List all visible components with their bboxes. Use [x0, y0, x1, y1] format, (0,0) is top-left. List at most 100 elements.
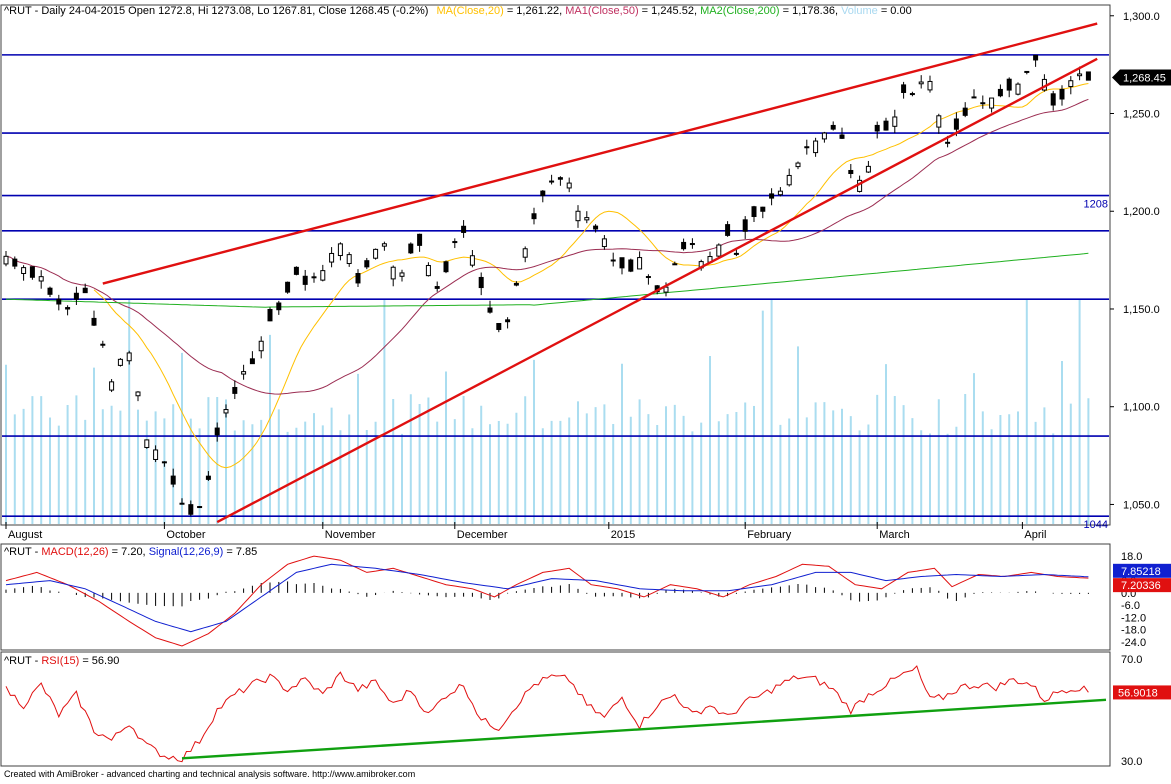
x-axis-label: 2015 [611, 529, 635, 541]
candle-body [135, 391, 141, 397]
candle [47, 286, 53, 298]
candle [557, 176, 563, 186]
candle [452, 238, 458, 249]
lower-trendline [216, 57, 1098, 524]
candle [725, 221, 731, 237]
candle-body [425, 265, 431, 277]
candle-body [681, 241, 687, 250]
candle [249, 351, 255, 365]
candle-body [1006, 78, 1012, 91]
rsi-indicator: 70.0 30.0 56.9018 [5, 654, 1171, 768]
candle [188, 500, 194, 517]
candle [505, 317, 511, 329]
ma20-line [93, 83, 1089, 469]
candle [575, 205, 581, 228]
candle-body [971, 96, 977, 99]
candle-body [487, 307, 493, 313]
candle-body [777, 190, 783, 196]
candle [513, 281, 519, 287]
candle [82, 283, 88, 294]
candle [637, 251, 643, 270]
candle [645, 274, 651, 285]
candle [205, 471, 211, 481]
macd-header-value: = 7.20, [112, 546, 149, 558]
candle [223, 404, 229, 418]
candle-body [3, 255, 9, 265]
candle [883, 117, 889, 131]
last-close-label: 1,268.45 [1123, 72, 1166, 84]
candle [135, 391, 141, 402]
macd-header-label: MACD(12,26) [41, 546, 108, 558]
x-axis-label: April [1024, 529, 1046, 541]
candle [918, 75, 924, 89]
candle [786, 168, 792, 187]
candle-body [478, 276, 484, 289]
candle-body [760, 206, 766, 212]
price-axis-tick-label: 1,200.0 [1123, 206, 1160, 218]
date-x-axis: August October November December 2015 Februar… [5, 522, 1046, 541]
candle [408, 242, 414, 254]
candle-body [601, 238, 607, 248]
candle [170, 468, 176, 488]
header-ma50-label: MA1(Close,50) [565, 5, 638, 17]
header-ma200-label: MA2(Close,200) [700, 5, 779, 17]
x-axis-label: August [8, 529, 42, 541]
candle [417, 233, 423, 252]
candle [399, 269, 405, 282]
candle-body [725, 224, 731, 236]
rsi-axis-tick-label: 70.0 [1121, 654, 1142, 666]
candle [126, 350, 132, 365]
candle [144, 439, 150, 449]
candle-body [232, 386, 238, 394]
level-label: 1044 [1084, 519, 1108, 531]
candle [329, 247, 335, 268]
candle-body [100, 343, 106, 346]
price-horizontal-levels: 1208 1044 [2, 54, 1109, 531]
candle-body [73, 292, 79, 300]
header-volume-value: = 0.00 [881, 5, 912, 17]
candle-body [373, 248, 379, 259]
macd-line [5, 555, 1089, 647]
candle-body [214, 427, 220, 436]
candle-body [874, 124, 880, 132]
candle [672, 261, 678, 266]
candle [425, 262, 431, 277]
candle [73, 286, 79, 305]
candle [821, 131, 827, 143]
candle-body [997, 88, 1003, 97]
candle-body [161, 461, 167, 464]
candle-body [769, 193, 775, 199]
candle-body [733, 252, 739, 255]
candle [276, 300, 282, 315]
candle [258, 336, 264, 359]
candle [593, 224, 599, 233]
candle-body [1077, 73, 1083, 77]
candle [478, 272, 484, 296]
candle-body [1024, 70, 1030, 73]
candle [751, 205, 757, 223]
candle [346, 252, 352, 267]
candle [522, 246, 528, 263]
header-ma20-label: MA(Close,20) [437, 5, 504, 17]
candle [469, 250, 475, 268]
candle-body [276, 302, 282, 311]
rsi-panel-frame [0, 651, 1111, 767]
x-axis-label: December [457, 529, 508, 541]
candle [381, 241, 387, 251]
price-axis-tick-label: 1,150.0 [1123, 304, 1160, 316]
candle [619, 257, 625, 275]
candle [153, 445, 159, 463]
candle-body [953, 118, 959, 130]
price-panel-frame [0, 4, 1111, 526]
candle-body [566, 182, 572, 189]
macd-header: ^RUT - MACD(12,26) = 7.20, Signal(12,26,… [4, 546, 257, 558]
candle [38, 270, 44, 289]
candle-body [522, 248, 528, 258]
candle-body [320, 270, 326, 281]
moving-average-lines [5, 83, 1089, 469]
candle-body [540, 190, 546, 197]
candle-body [381, 243, 387, 247]
candle [3, 251, 9, 267]
footer-credit: Created with AmiBroker - advanced charti… [4, 769, 415, 779]
